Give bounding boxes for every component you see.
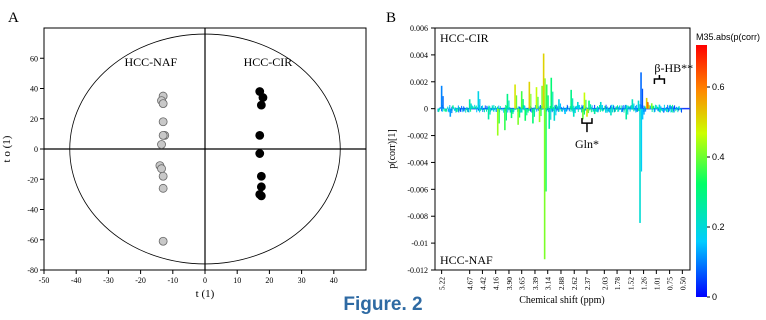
- colorbar-tick-label: 0.2: [712, 222, 725, 232]
- hcc-cir-point: [258, 93, 268, 102]
- loadings-plot-panel: B -0.012 -0.01 -0.008 -0.006 -0.004 -0.002 0 0.…: [386, 10, 760, 306]
- x-tick-label: 3.65: [518, 277, 527, 290]
- y-tick-label: -0.006: [407, 185, 428, 194]
- x-tick-label: 40: [330, 276, 338, 285]
- colorbar-label: M35.abs(p(corr): [696, 32, 760, 42]
- y-tick-label: -0.008: [407, 212, 428, 221]
- x-tick-label: 2.03: [600, 277, 609, 290]
- score-plot-x-axis-label: t (1): [196, 288, 215, 300]
- x-tick-label: 3.90: [505, 277, 514, 290]
- hcc-cir-point: [255, 130, 265, 140]
- colorbar-tick-label: 0.6: [712, 82, 725, 92]
- hcc-naf-point: [158, 99, 168, 109]
- x-tick-label: 4.67: [466, 277, 475, 290]
- group-label-top: HCC-CIR: [440, 31, 489, 45]
- panel-a-label: A: [8, 10, 19, 26]
- y-tick-label: 0.004: [410, 51, 428, 60]
- x-tick-label: 0: [203, 276, 207, 285]
- x-tick-label: 1.01: [652, 277, 661, 290]
- hcc-cir-point: [255, 149, 265, 158]
- x-tick-label: -30: [103, 276, 114, 285]
- y-tick-label: -0.012: [407, 266, 428, 275]
- x-tick-label: 10: [233, 276, 241, 285]
- score-plot-panel: A -50 -40 -30 -20 -10 0 10 20 30 40 -80 -60 -40 -20 0 2…: [1, 10, 367, 300]
- colorbar-ticks: 0 0.2 0.4 0.6: [707, 82, 725, 302]
- x-tick-label: -20: [135, 276, 146, 285]
- hcc-naf-point: [158, 236, 168, 246]
- score-plot-content: -50 -40 -30 -20 -10 0 10 20 30 40 -80 -60 -40 -20 0 20 4…: [27, 28, 366, 285]
- beta-hb-bracket: [653, 75, 666, 85]
- loadings-plot-content: -0.012 -0.01 -0.008 -0.006 -0.004 -0.002 0 0.00…: [407, 24, 693, 290]
- colorbar-tick-label: 0: [712, 292, 717, 302]
- hcc-naf-point: [157, 164, 166, 174]
- hcc-cir-point: [256, 191, 266, 201]
- hcc-cir-point: [256, 182, 266, 192]
- gln-bracket: [581, 118, 593, 133]
- colorbar-tick-label: 0.4: [712, 152, 725, 162]
- x-tick-label: 1.26: [640, 277, 649, 290]
- y-tick-label: 0: [34, 145, 38, 154]
- hcc-cir-point: [256, 100, 266, 110]
- x-tick-label: -40: [71, 276, 82, 285]
- x-tick-label: -50: [39, 276, 50, 285]
- y-tick-label: -40: [27, 206, 38, 215]
- x-tick-label: 3.39: [531, 277, 540, 290]
- x-tick-label: 2.37: [583, 277, 592, 290]
- x-tick-label: 1.78: [613, 277, 622, 290]
- x-tick-label: 3.14: [544, 277, 553, 290]
- hcc-naf-point: [158, 117, 168, 127]
- loadings-plot-y-axis-label: p(corr)[1]: [387, 129, 398, 168]
- y-tick-label: 0: [424, 105, 428, 114]
- beta-hb-label: β-HB**: [654, 61, 693, 75]
- panel-b-label: B: [386, 10, 396, 26]
- x-tick-label: 4.42: [478, 277, 487, 290]
- y-tick-label: -0.004: [407, 158, 428, 167]
- hcc-cir-point: [256, 171, 266, 181]
- y-tick-label: -0.01: [411, 239, 428, 248]
- x-tick-label: 1.52: [626, 277, 635, 290]
- x-tick-label: -10: [167, 276, 178, 285]
- figure-caption: Figure. 2: [343, 294, 423, 315]
- colorbar: [696, 45, 707, 297]
- y-tick-label: 0.002: [410, 78, 428, 87]
- x-tick-label: 2.88: [557, 277, 566, 290]
- hcc-naf-point: [158, 171, 168, 181]
- confidence-ellipse: [69, 33, 341, 265]
- hcc-naf-point: [158, 183, 168, 193]
- hcc-naf-point: [157, 140, 166, 149]
- group-label: HCC-NAF: [125, 55, 178, 69]
- gln-label: Gln*: [575, 137, 599, 151]
- x-tick-label: 30: [298, 276, 306, 285]
- x-tick-label: 2.62: [570, 277, 579, 290]
- x-tick-label: 0.50: [678, 277, 687, 290]
- x-tick-label: 5.22: [438, 277, 447, 290]
- y-tick-label: -20: [27, 175, 38, 184]
- x-tick-label: 4.16: [492, 277, 501, 290]
- y-tick-label: -80: [27, 266, 38, 275]
- x-tick-label: 0.75: [666, 277, 675, 290]
- y-tick-label: 20: [30, 115, 38, 124]
- hcc-naf-point: [158, 130, 168, 140]
- y-tick-label: 0.006: [410, 24, 428, 33]
- group-label-bottom: HCC-NAF: [440, 253, 493, 267]
- loadings-plot-x-axis-label: Chemical shift (ppm): [519, 295, 605, 306]
- score-plot-y-axis-label: t o (1): [1, 135, 13, 162]
- loadings-plot-frame: [434, 27, 691, 271]
- y-tick-label: 40: [30, 85, 38, 94]
- y-tick-label: -0.002: [407, 132, 428, 141]
- y-tick-label: -60: [27, 236, 38, 245]
- group-label: HCC-CIR: [244, 55, 293, 69]
- y-tick-label: 60: [30, 54, 38, 63]
- x-tick-label: 20: [265, 276, 273, 285]
